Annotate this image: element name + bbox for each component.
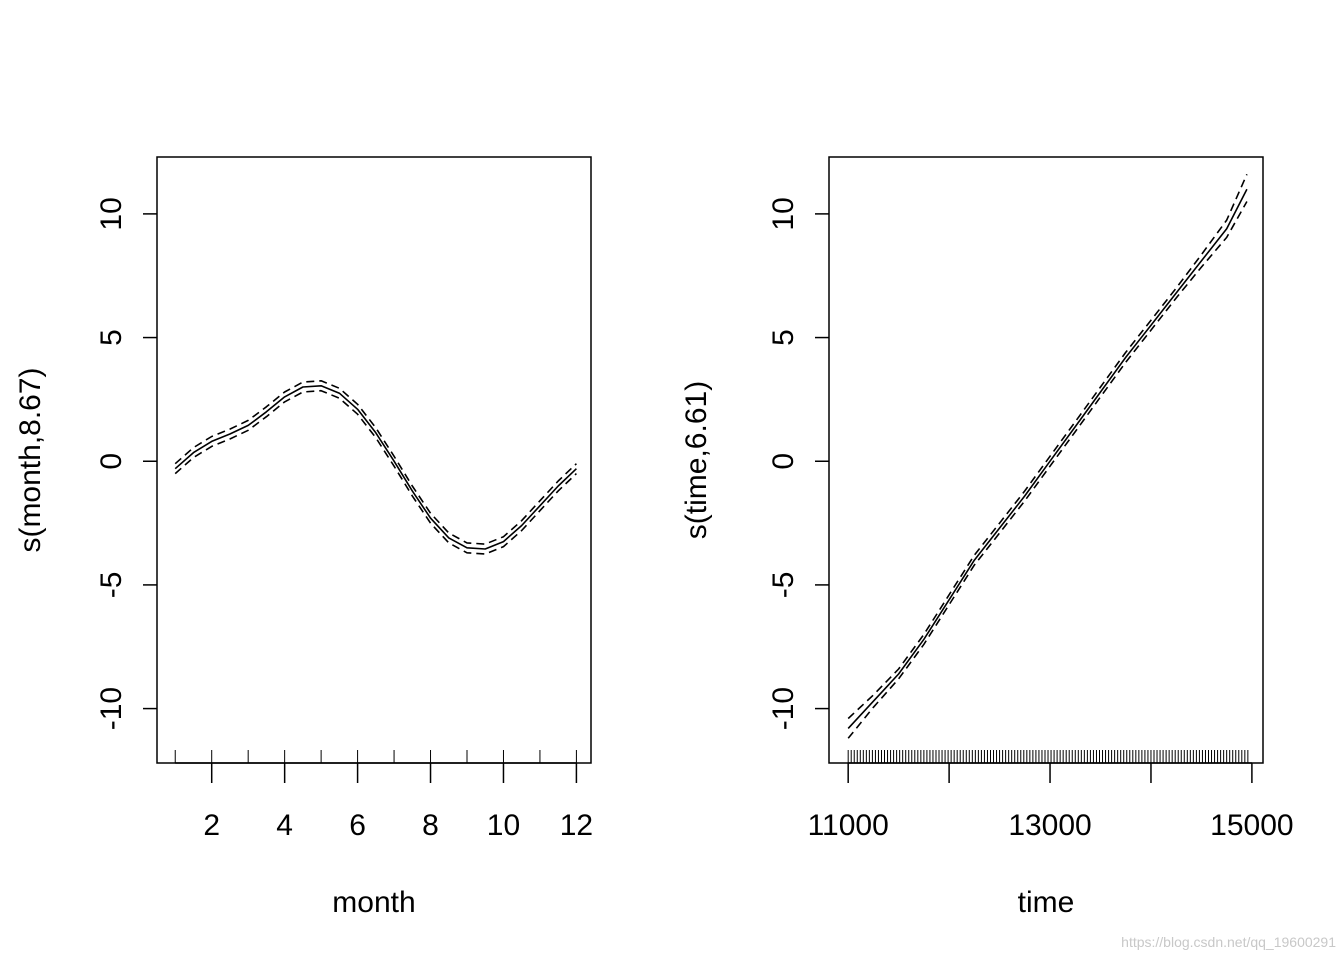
- x-axis-ticks: 2 4 6 8 10 12: [175, 762, 593, 842]
- series-lines: [174, 379, 577, 555]
- x-tick-label: 6: [349, 809, 366, 842]
- y-tick-label: 0: [767, 453, 800, 470]
- plot-frame: [828, 156, 1264, 764]
- series-lines: [847, 173, 1248, 739]
- x-tick-label: 2: [203, 809, 220, 842]
- confidence-band-line: [174, 389, 577, 555]
- fit-line: [174, 384, 577, 550]
- x-tick-label: 15000: [1210, 809, 1293, 842]
- x-tick-label: 13000: [1008, 809, 1091, 842]
- y-tick-label: 10: [95, 197, 128, 230]
- x-tick-label: 4: [276, 809, 293, 842]
- y-axis-label: s(month,8.67): [14, 367, 47, 552]
- y-axis-ticks: -10 -5 0 5 10: [767, 197, 829, 730]
- x-axis-label: time: [1018, 886, 1075, 919]
- rug-marks: [174, 750, 577, 763]
- y-tick-label: -10: [95, 687, 128, 730]
- watermark: https://blog.csdn.net/qq_19600291: [1121, 934, 1336, 950]
- x-axis-ticks: 11000 13000 15000: [808, 762, 1294, 842]
- confidence-band-line: [847, 173, 1248, 720]
- y-tick-label: -10: [767, 687, 800, 730]
- y-tick-label: -5: [767, 572, 800, 599]
- x-tick-label: 8: [422, 809, 439, 842]
- y-tick-label: -5: [95, 572, 128, 599]
- y-tick-label: 0: [95, 453, 128, 470]
- y-tick-label: 5: [767, 329, 800, 346]
- x-tick-label: 10: [487, 809, 520, 842]
- x-tick-label: 11000: [808, 809, 889, 842]
- x-axis-label: month: [332, 886, 415, 919]
- confidence-band-line: [847, 201, 1248, 739]
- rug-marks: [847, 750, 1249, 763]
- month-smooth-panel: 2 4 6 8 10 12 -10 -5 0 5 10 month s(month,8.67): [14, 156, 593, 919]
- x-tick-label: 12: [560, 809, 593, 842]
- y-tick-label: 5: [95, 329, 128, 346]
- time-smooth-panel: 11000 13000 15000 -10 -5 0 5 10 time s(time,6.…: [680, 156, 1294, 919]
- fit-line: [847, 188, 1248, 729]
- plot-frame: [156, 156, 592, 764]
- y-axis-label: s(time,6.61): [680, 381, 713, 539]
- y-axis-ticks: -10 -5 0 5 10: [95, 197, 157, 730]
- confidence-band-line: [174, 379, 577, 545]
- y-tick-label: 10: [767, 197, 800, 230]
